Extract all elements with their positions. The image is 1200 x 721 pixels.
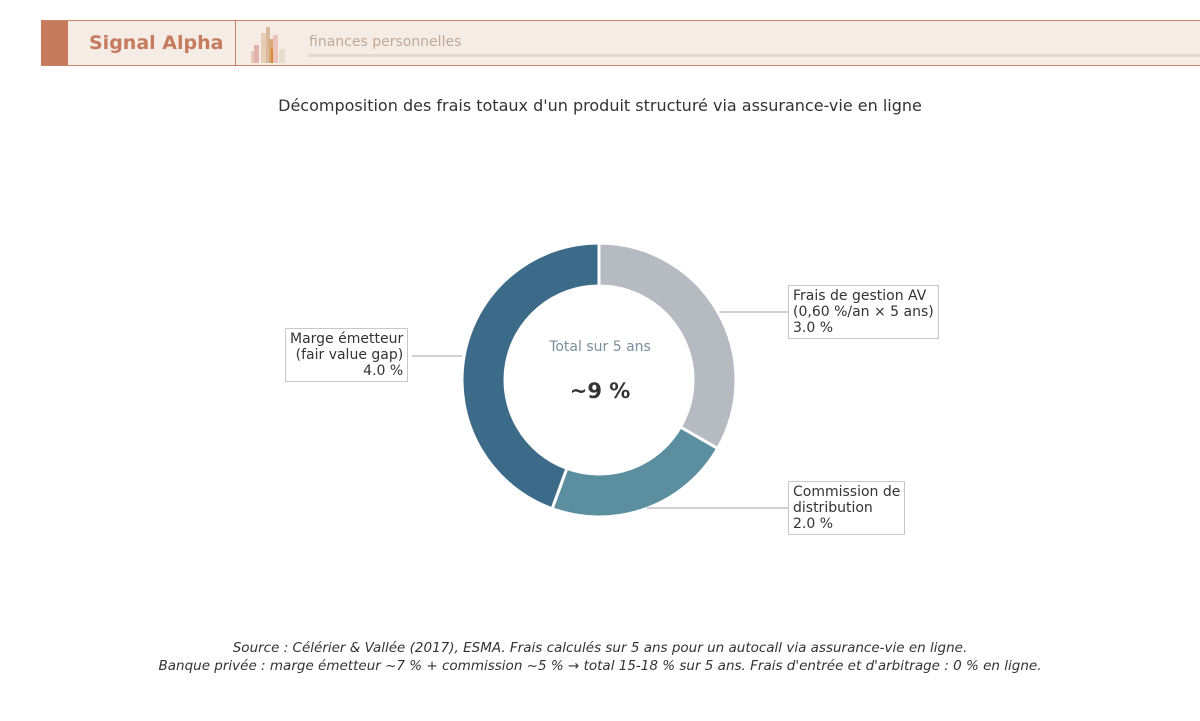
slice-label-marge-emetteur: Marge émetteur (fair value gap) 4.0 %: [285, 328, 409, 382]
slice-label-commission: Commission de distribution 2.0 %: [788, 481, 906, 535]
source-note: Source : Célérier & Vallée (2017), ESMA.…: [232, 640, 968, 656]
divider: [235, 21, 236, 65]
subtitle-underline: [308, 54, 1200, 57]
bar-chart-logo-icon: [251, 27, 285, 63]
slice-commission: [550, 424, 720, 519]
brand-block: [41, 21, 68, 65]
slice-marge-emetteur: [460, 241, 601, 511]
center-value: ~9 %: [569, 379, 631, 403]
center-label: Total sur 5 ans: [549, 339, 651, 355]
chart-title: Décomposition des frais totaux d'un prod…: [278, 96, 922, 115]
slice-label-frais-gestion: Frais de gestion AV (0,60 %/an × 5 ans) …: [788, 285, 939, 339]
header-bar: Signal Alpha finances personnelles: [41, 20, 1200, 66]
private-bank-note: Banque privée : marge émetteur ~7 % + co…: [158, 658, 1042, 674]
slice-frais-gestion: [597, 241, 738, 451]
section-subtitle: finances personnelles: [309, 34, 462, 50]
brand-name[interactable]: Signal Alpha: [89, 32, 224, 54]
